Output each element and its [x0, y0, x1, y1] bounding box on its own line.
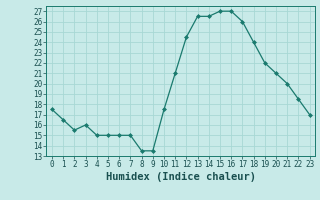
X-axis label: Humidex (Indice chaleur): Humidex (Indice chaleur) [106, 172, 256, 182]
